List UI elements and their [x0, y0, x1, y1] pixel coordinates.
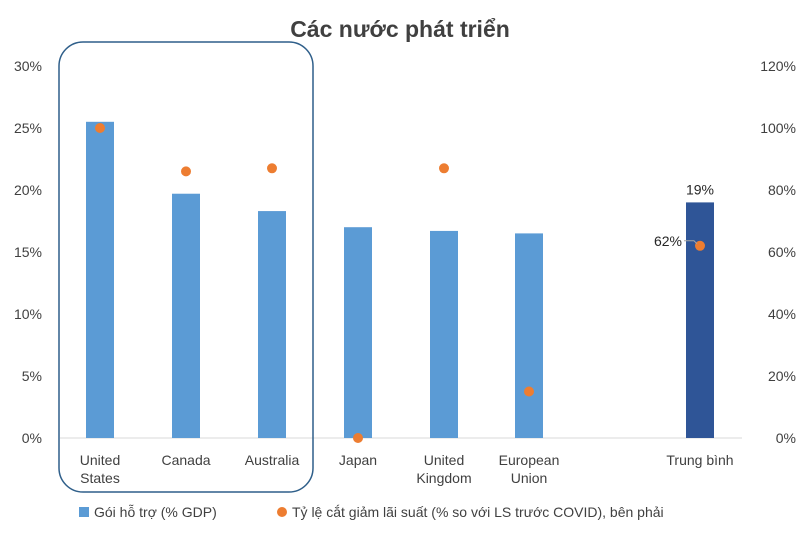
left-tick-label: 15%	[14, 244, 42, 260]
left-tick-label: 25%	[14, 120, 42, 136]
category-label: Union	[511, 470, 548, 486]
right-tick-label: 20%	[768, 368, 796, 384]
left-tick-label: 20%	[14, 182, 42, 198]
bar	[258, 211, 286, 438]
left-tick-label: 0%	[22, 430, 42, 446]
left-tick-label: 5%	[22, 368, 42, 384]
bar	[344, 227, 372, 438]
bar	[515, 233, 543, 438]
bar	[686, 202, 714, 438]
dot-data-label: 62%	[654, 233, 682, 249]
category-label: United	[80, 452, 120, 468]
legend: Gói hỗ trợ (% GDP) Tỷ lệ cắt giảm lãi su…	[79, 504, 664, 520]
dot-series	[95, 123, 705, 443]
right-tick-label: 60%	[768, 244, 796, 260]
dot	[695, 240, 705, 251]
dot	[181, 166, 191, 177]
right-tick-label: 0%	[776, 430, 796, 446]
bar-series	[86, 121, 714, 439]
dot	[524, 386, 534, 397]
category-label: United	[424, 452, 464, 468]
right-tick-label: 80%	[768, 182, 796, 198]
category-label: Trung bình	[666, 452, 733, 468]
legend-dot-swatch	[277, 507, 287, 517]
category-label: Kingdom	[416, 470, 471, 486]
right-axis: 0% 20% 40% 60% 80% 100% 120%	[760, 58, 796, 446]
category-labels: United States Canada Australia Japan United Ki…	[80, 452, 734, 486]
highlight-group-frame	[58, 41, 314, 493]
category-label: Japan	[339, 452, 377, 468]
legend-bar-swatch	[79, 507, 89, 517]
bar	[86, 121, 114, 439]
bar-data-label: 19%	[686, 181, 714, 197]
left-tick-label: 30%	[14, 58, 42, 74]
right-tick-label: 100%	[760, 120, 796, 136]
legend-dot-label: Tỷ lệ cắt giảm lãi suất (% so với LS trư…	[292, 504, 664, 520]
bar	[430, 230, 458, 438]
dot	[267, 163, 277, 174]
chart-title: Các nước phát triển	[290, 16, 510, 42]
right-tick-label: 40%	[768, 306, 796, 322]
right-tick-label: 120%	[760, 58, 796, 74]
left-axis: 0% 5% 10% 15% 20% 25% 30%	[14, 58, 42, 446]
dot	[439, 163, 449, 174]
dot	[353, 433, 363, 443]
bar	[172, 193, 200, 438]
category-label: Canada	[161, 452, 210, 468]
category-label: States	[80, 470, 120, 486]
dot-label-leader	[684, 240, 698, 245]
category-label: European	[499, 452, 560, 468]
dot	[95, 123, 105, 133]
left-tick-label: 10%	[14, 306, 42, 322]
data-labels: 19% 62%	[654, 181, 714, 248]
legend-bar-label: Gói hỗ trợ (% GDP)	[94, 504, 217, 520]
category-label: Australia	[245, 452, 300, 468]
